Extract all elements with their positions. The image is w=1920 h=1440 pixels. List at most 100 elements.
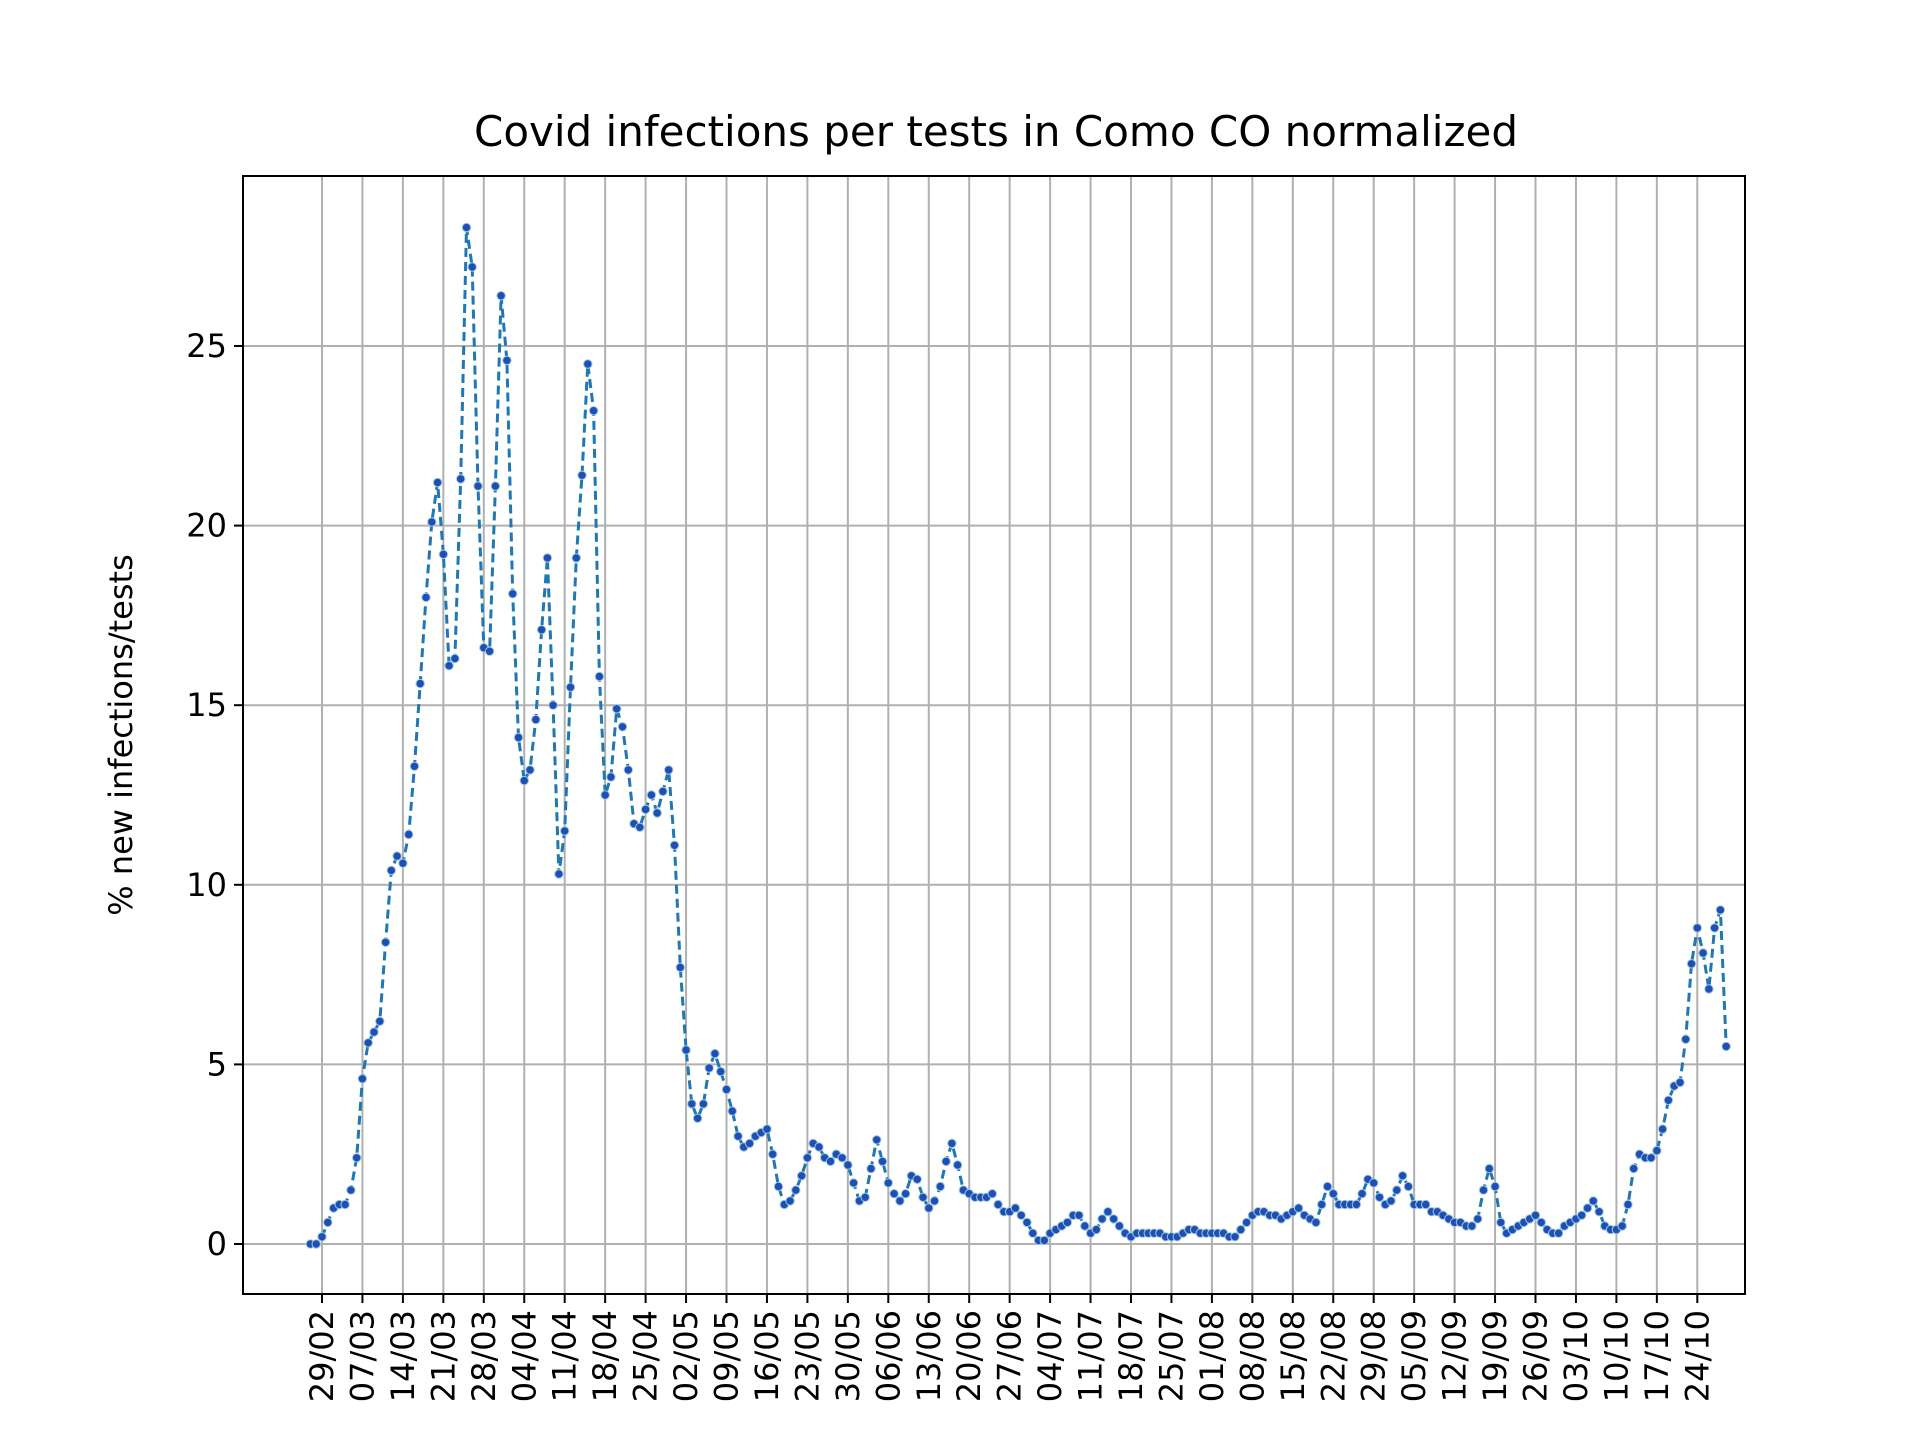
data-point — [1536, 1217, 1547, 1228]
data-point — [409, 761, 420, 771]
data-point — [1230, 1232, 1240, 1242]
data-point — [1657, 1124, 1668, 1134]
data-point — [456, 474, 466, 484]
chart-title: Covid infections per tests in Como CO no… — [474, 107, 1518, 156]
data-point — [1652, 1145, 1662, 1156]
data-point — [369, 1027, 379, 1037]
data-point — [392, 851, 402, 861]
data-point — [935, 1181, 945, 1192]
data-point — [1467, 1221, 1477, 1231]
data-point — [490, 481, 501, 491]
x-tick-label: 11/07 — [1072, 1310, 1110, 1402]
data-point — [1663, 1095, 1674, 1106]
data-point — [386, 865, 396, 876]
y-tick-label: 10 — [186, 866, 227, 904]
data-point — [444, 661, 454, 671]
data-point — [1721, 1041, 1731, 1052]
data-point — [1097, 1214, 1107, 1224]
data-point — [1109, 1214, 1119, 1224]
data-point — [987, 1189, 997, 1199]
x-tick-label: 25/07 — [1152, 1310, 1190, 1402]
x-tick-label: 15/08 — [1274, 1310, 1312, 1402]
data-point — [1039, 1235, 1050, 1246]
data-point — [1293, 1203, 1304, 1213]
data-point — [427, 517, 437, 527]
data-point — [571, 553, 581, 563]
data-point — [704, 1063, 714, 1073]
data-point — [640, 804, 651, 815]
data-point — [502, 355, 512, 366]
data-point — [1478, 1185, 1489, 1195]
data-point — [1473, 1214, 1483, 1224]
data-point — [346, 1185, 356, 1195]
data-point — [1686, 959, 1697, 969]
x-tick-label: 30/05 — [829, 1310, 867, 1402]
data-point — [866, 1163, 876, 1174]
data-point — [1392, 1185, 1402, 1195]
x-tick-label: 24/10 — [1678, 1310, 1716, 1402]
x-tick-label: 25/04 — [627, 1310, 665, 1402]
data-point — [317, 1232, 327, 1242]
data-point — [1114, 1221, 1125, 1231]
data-point — [531, 714, 541, 725]
x-tick-label: 27/06 — [991, 1310, 1029, 1402]
data-point — [542, 553, 553, 563]
data-point — [1681, 1034, 1691, 1045]
data-point — [785, 1196, 795, 1206]
data-point — [1241, 1217, 1252, 1228]
data-point — [1080, 1221, 1090, 1231]
series-line — [305, 222, 1731, 1249]
data-point — [895, 1196, 905, 1206]
data-point — [941, 1156, 951, 1167]
data-point — [848, 1178, 859, 1188]
data-point — [1317, 1199, 1327, 1210]
data-point — [1386, 1196, 1396, 1206]
x-tick-label: 23/05 — [788, 1310, 826, 1402]
x-tick-label: 29/08 — [1355, 1310, 1393, 1402]
data-point — [398, 858, 408, 868]
data-point — [669, 840, 680, 850]
data-point — [600, 790, 610, 800]
data-point — [727, 1106, 737, 1116]
data-point — [1103, 1207, 1113, 1217]
data-point — [1692, 923, 1703, 933]
x-tick-label: 09/05 — [708, 1310, 746, 1402]
data-point — [375, 1016, 385, 1026]
data-point — [1236, 1224, 1246, 1235]
data-point — [843, 1160, 853, 1170]
data-point — [646, 790, 657, 800]
y-tick-label: 25 — [186, 327, 227, 365]
data-point — [796, 1171, 807, 1181]
data-point — [883, 1178, 893, 1188]
data-point — [698, 1099, 709, 1109]
data-point — [415, 678, 425, 689]
data-point — [519, 775, 529, 786]
data-point — [1582, 1203, 1593, 1213]
data-point — [791, 1185, 801, 1195]
data-point — [583, 359, 593, 369]
data-point — [1617, 1221, 1627, 1231]
data-point — [554, 869, 564, 879]
x-tick-label: 12/09 — [1436, 1310, 1474, 1402]
x-tick-label: 08/08 — [1233, 1310, 1271, 1402]
data-point — [432, 477, 443, 488]
data-point — [1715, 905, 1726, 915]
data-point — [1588, 1196, 1599, 1206]
data-point — [721, 1084, 732, 1095]
data-point — [768, 1149, 778, 1159]
y-tick-label: 5 — [207, 1045, 227, 1083]
data-point — [1484, 1163, 1495, 1174]
data-point — [1074, 1210, 1084, 1221]
data-point — [508, 589, 518, 599]
data-point — [1016, 1210, 1026, 1221]
data-point — [461, 222, 472, 233]
data-point — [687, 1099, 697, 1109]
data-point — [1357, 1189, 1367, 1199]
data-point — [1328, 1189, 1339, 1199]
data-point — [1091, 1224, 1102, 1235]
x-tick-label: 26/09 — [1517, 1310, 1555, 1402]
data-point — [675, 962, 685, 973]
y-axis: 0 5 10 15 20 25 — [186, 327, 243, 1263]
y-tick-label: 20 — [186, 507, 227, 545]
data-point — [733, 1131, 743, 1141]
